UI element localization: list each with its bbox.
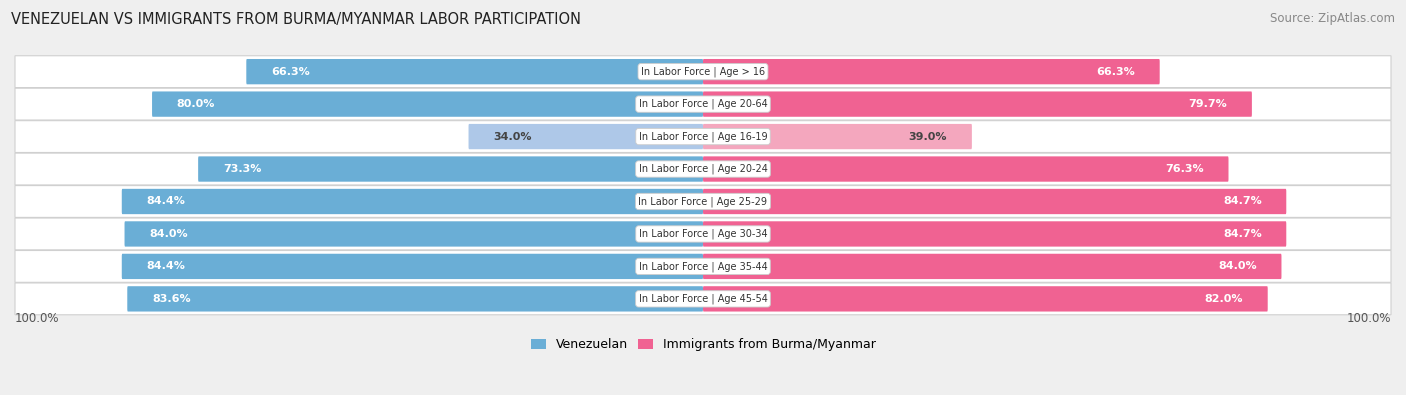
FancyBboxPatch shape [15, 283, 1391, 315]
Text: In Labor Force | Age 20-24: In Labor Force | Age 20-24 [638, 164, 768, 174]
Text: In Labor Force | Age 30-34: In Labor Force | Age 30-34 [638, 229, 768, 239]
FancyBboxPatch shape [246, 59, 703, 84]
FancyBboxPatch shape [703, 92, 1251, 117]
FancyBboxPatch shape [703, 254, 1281, 279]
FancyBboxPatch shape [125, 221, 703, 246]
FancyBboxPatch shape [15, 153, 1391, 185]
FancyBboxPatch shape [15, 250, 1391, 282]
Text: In Labor Force | Age 16-19: In Labor Force | Age 16-19 [638, 131, 768, 142]
Text: 39.0%: 39.0% [908, 132, 948, 141]
Text: VENEZUELAN VS IMMIGRANTS FROM BURMA/MYANMAR LABOR PARTICIPATION: VENEZUELAN VS IMMIGRANTS FROM BURMA/MYAN… [11, 12, 581, 27]
Text: 79.7%: 79.7% [1188, 99, 1227, 109]
Text: 76.3%: 76.3% [1166, 164, 1204, 174]
Text: 84.7%: 84.7% [1223, 196, 1261, 207]
FancyBboxPatch shape [15, 120, 1391, 152]
FancyBboxPatch shape [198, 156, 703, 182]
FancyBboxPatch shape [468, 124, 703, 149]
Text: 73.3%: 73.3% [222, 164, 262, 174]
Text: In Labor Force | Age 25-29: In Labor Force | Age 25-29 [638, 196, 768, 207]
Text: 84.4%: 84.4% [146, 261, 186, 271]
FancyBboxPatch shape [15, 88, 1391, 120]
Text: In Labor Force | Age 20-64: In Labor Force | Age 20-64 [638, 99, 768, 109]
Text: 84.4%: 84.4% [146, 196, 186, 207]
Text: In Labor Force | Age > 16: In Labor Force | Age > 16 [641, 66, 765, 77]
Text: Source: ZipAtlas.com: Source: ZipAtlas.com [1270, 12, 1395, 25]
Text: 83.6%: 83.6% [152, 294, 191, 304]
Text: 84.7%: 84.7% [1223, 229, 1261, 239]
FancyBboxPatch shape [703, 59, 1160, 84]
Text: 84.0%: 84.0% [1218, 261, 1257, 271]
FancyBboxPatch shape [703, 124, 972, 149]
Text: In Labor Force | Age 45-54: In Labor Force | Age 45-54 [638, 293, 768, 304]
Text: 80.0%: 80.0% [177, 99, 215, 109]
Text: 100.0%: 100.0% [15, 312, 59, 325]
FancyBboxPatch shape [122, 254, 703, 279]
FancyBboxPatch shape [152, 92, 703, 117]
Text: 66.3%: 66.3% [1097, 67, 1135, 77]
Text: 34.0%: 34.0% [494, 132, 531, 141]
FancyBboxPatch shape [15, 56, 1391, 88]
FancyBboxPatch shape [703, 156, 1229, 182]
FancyBboxPatch shape [703, 189, 1286, 214]
Legend: Venezuelan, Immigrants from Burma/Myanmar: Venezuelan, Immigrants from Burma/Myanma… [530, 339, 876, 352]
FancyBboxPatch shape [122, 189, 703, 214]
FancyBboxPatch shape [15, 218, 1391, 250]
Text: 66.3%: 66.3% [271, 67, 309, 77]
FancyBboxPatch shape [15, 186, 1391, 217]
Text: 82.0%: 82.0% [1205, 294, 1243, 304]
Text: 100.0%: 100.0% [1347, 312, 1391, 325]
Text: In Labor Force | Age 35-44: In Labor Force | Age 35-44 [638, 261, 768, 272]
FancyBboxPatch shape [128, 286, 703, 312]
FancyBboxPatch shape [703, 221, 1286, 246]
FancyBboxPatch shape [703, 286, 1268, 312]
Text: 84.0%: 84.0% [149, 229, 188, 239]
